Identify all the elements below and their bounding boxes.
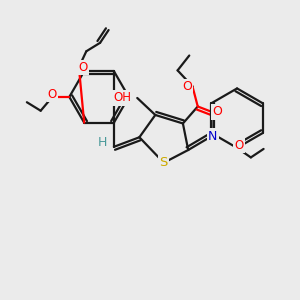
Text: O: O <box>48 88 57 101</box>
Text: O: O <box>212 105 222 118</box>
Text: H: H <box>98 136 107 149</box>
Text: OH: OH <box>113 92 131 104</box>
Text: S: S <box>160 156 168 169</box>
Text: O: O <box>182 80 192 93</box>
Text: O: O <box>235 139 244 152</box>
Text: O: O <box>79 61 88 74</box>
Text: N: N <box>208 130 217 143</box>
